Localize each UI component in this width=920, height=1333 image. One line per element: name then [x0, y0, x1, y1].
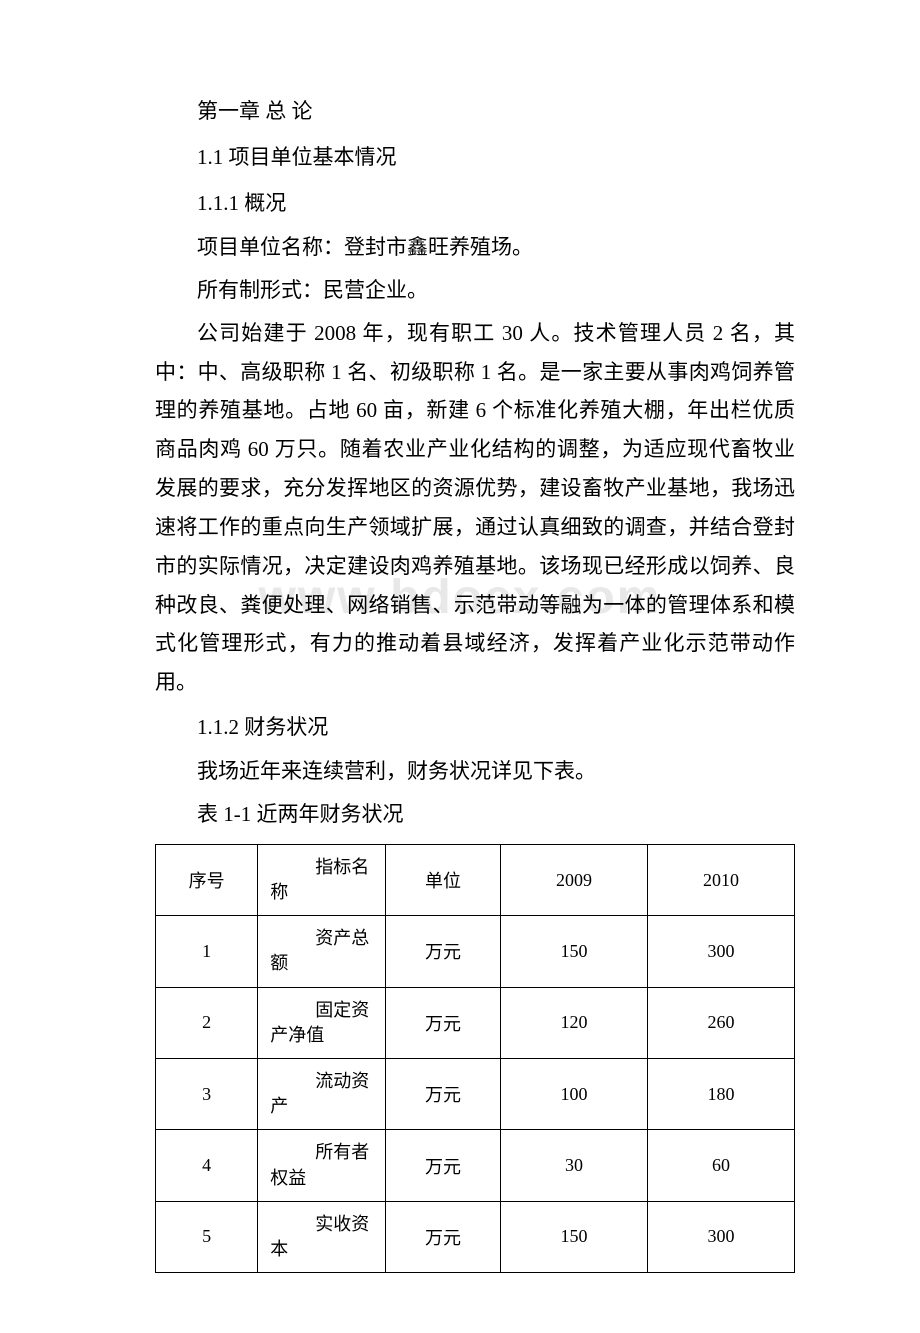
header-name-line2: 称 [270, 880, 377, 905]
table-row: 1 资产总 额 万元 150 300 [156, 916, 795, 987]
table-header-row: 序号 指标名 称 单位 2009 2010 [156, 844, 795, 915]
paragraph-ownership: 所有制形式：民营企业。 [155, 271, 795, 310]
table-caption: 表 1-1 近两年财务状况 [155, 795, 795, 834]
cell-name-line1: 流动资 [270, 1069, 377, 1094]
section-1-1-2-heading: 1.1.2 财务状况 [155, 706, 795, 748]
section-1-1-1-heading: 1.1.1 概况 [155, 182, 795, 224]
cell-2010: 300 [648, 1201, 795, 1272]
cell-seq: 5 [156, 1201, 258, 1272]
cell-unit: 万元 [386, 1058, 501, 1129]
cell-2009: 30 [501, 1130, 648, 1201]
header-2010: 2010 [648, 844, 795, 915]
financial-table: 序号 指标名 称 单位 2009 2010 1 资产总 额 万元 150 300… [155, 844, 795, 1273]
cell-name-line2: 额 [270, 951, 377, 976]
cell-name-line1: 实收资 [270, 1212, 377, 1237]
cell-2009: 150 [501, 916, 648, 987]
table-row: 5 实收资 本 万元 150 300 [156, 1201, 795, 1272]
paragraph-finance-intro: 我场近年来连续营利，财务状况详见下表。 [155, 752, 795, 791]
cell-seq: 4 [156, 1130, 258, 1201]
header-name: 指标名 称 [258, 844, 386, 915]
cell-unit: 万元 [386, 987, 501, 1058]
cell-name-line1: 所有者 [270, 1140, 377, 1165]
header-2009: 2009 [501, 844, 648, 915]
cell-name-line2: 产 [270, 1094, 377, 1119]
cell-name-line2: 权益 [270, 1166, 377, 1191]
cell-2010: 60 [648, 1130, 795, 1201]
cell-name: 实收资 本 [258, 1201, 386, 1272]
cell-2009: 120 [501, 987, 648, 1058]
cell-unit: 万元 [386, 1130, 501, 1201]
cell-seq: 2 [156, 987, 258, 1058]
cell-name-line2: 本 [270, 1237, 377, 1262]
table-row: 2 固定资 产净值 万元 120 260 [156, 987, 795, 1058]
header-unit: 单位 [386, 844, 501, 915]
cell-unit: 万元 [386, 916, 501, 987]
cell-seq: 1 [156, 916, 258, 987]
section-1-1-heading: 1.1 项目单位基本情况 [155, 136, 795, 178]
cell-name-line2: 产净值 [270, 1023, 377, 1048]
cell-2010: 260 [648, 987, 795, 1058]
cell-name: 资产总 额 [258, 916, 386, 987]
paragraph-project-name: 项目单位名称：登封市鑫旺养殖场。 [155, 228, 795, 267]
cell-name: 固定资 产净值 [258, 987, 386, 1058]
chapter-heading: 第一章 总 论 [155, 90, 795, 132]
cell-name-line1: 固定资 [270, 998, 377, 1023]
cell-2009: 100 [501, 1058, 648, 1129]
document-content: 第一章 总 论 1.1 项目单位基本情况 1.1.1 概况 项目单位名称：登封市… [155, 90, 795, 1273]
cell-2010: 300 [648, 916, 795, 987]
cell-seq: 3 [156, 1058, 258, 1129]
header-seq: 序号 [156, 844, 258, 915]
cell-name: 所有者 权益 [258, 1130, 386, 1201]
header-name-line1: 指标名 [270, 855, 377, 880]
table-row: 3 流动资 产 万元 100 180 [156, 1058, 795, 1129]
cell-name-line1: 资产总 [270, 926, 377, 951]
cell-2009: 150 [501, 1201, 648, 1272]
table-row: 4 所有者 权益 万元 30 60 [156, 1130, 795, 1201]
cell-name: 流动资 产 [258, 1058, 386, 1129]
cell-unit: 万元 [386, 1201, 501, 1272]
cell-2010: 180 [648, 1058, 795, 1129]
paragraph-company-overview: 公司始建于 2008 年，现有职工 30 人。技术管理人员 2 名，其中：中、高… [155, 314, 795, 702]
